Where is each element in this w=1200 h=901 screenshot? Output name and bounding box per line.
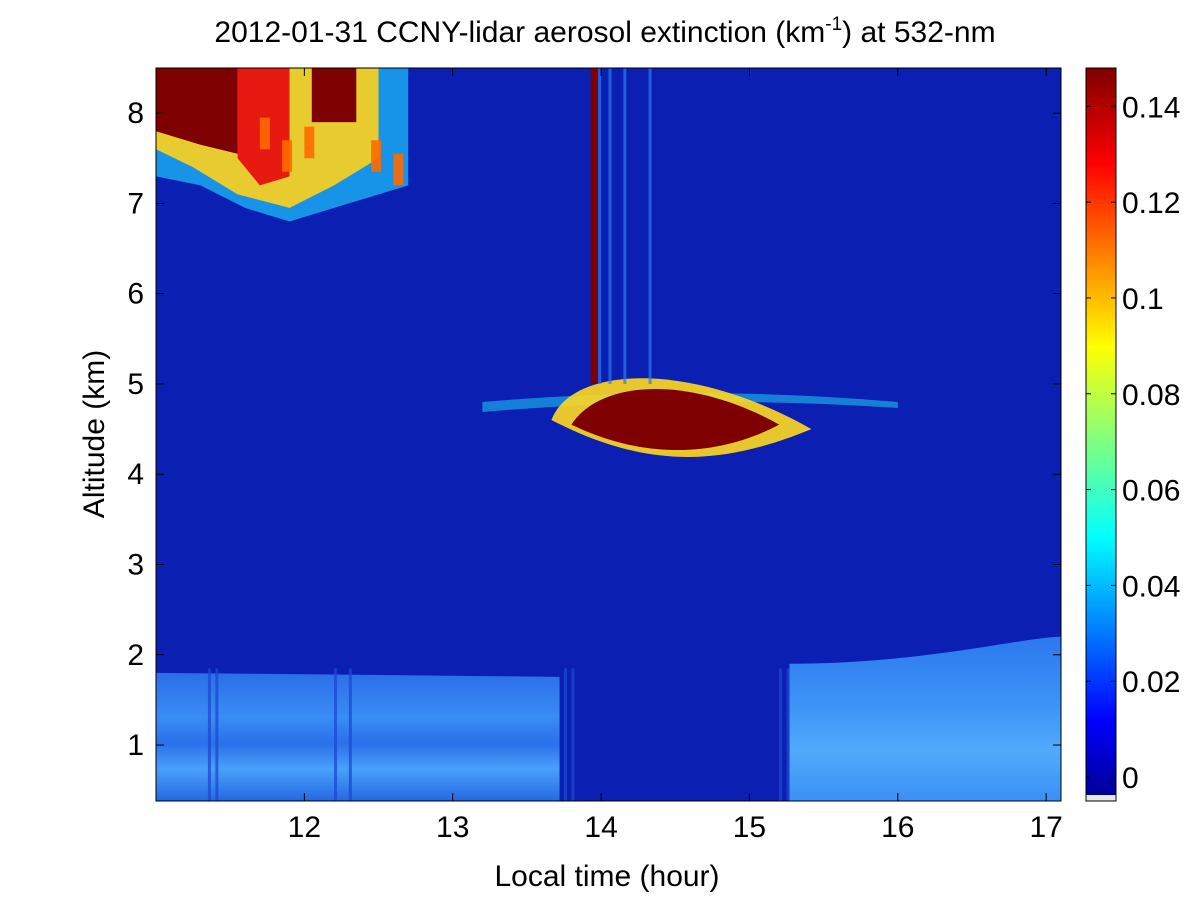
cirrus-fragment — [393, 153, 404, 186]
x-tick-label: 16 — [881, 811, 914, 844]
boundary-layer-streak — [786, 668, 790, 801]
colorbar-tick-label: 0.08 — [1122, 379, 1180, 412]
cirrus-fragment — [282, 140, 293, 172]
colorbar-ticks: 0 0.02 0.04 0.06 0.08 0.1 0.12 0.14 — [1086, 91, 1180, 795]
colorbar-tick-label: 0.04 — [1122, 570, 1180, 603]
cirrus-core — [311, 68, 357, 123]
colorbar-underflow — [1086, 795, 1116, 801]
y-tick-label: 2 — [127, 639, 144, 672]
y-tick-label: 5 — [127, 368, 144, 401]
y-axis-label: Altitude (km) — [78, 350, 111, 518]
vertical-streak-faint — [598, 68, 602, 384]
y-axis-ticks: 1 2 3 4 5 6 7 8 — [127, 97, 1061, 762]
heatmap-image — [156, 68, 1061, 801]
vertical-streak — [590, 68, 598, 384]
colorbar-tick-label: 0.12 — [1122, 187, 1180, 220]
colorbar-tick-label: 0.14 — [1122, 91, 1180, 124]
mid-cloud-core — [571, 389, 780, 450]
x-tick-label: 17 — [1029, 811, 1062, 844]
chart-title: 2012-01-31 CCNY-lidar aerosol extinction… — [214, 14, 995, 49]
vertical-streak-faint — [648, 68, 652, 384]
colorbar-bar — [1086, 68, 1116, 801]
y-tick-label: 8 — [127, 97, 144, 130]
boundary-layer-streak — [207, 668, 211, 801]
boundary-layer-region — [789, 636, 1061, 801]
vertical-streak-faint — [608, 68, 612, 384]
colorbar-tick-label: 0 — [1122, 762, 1139, 795]
boundary-layer-streak — [779, 668, 783, 801]
title-superscript: -1 — [825, 14, 842, 35]
x-axis-label: Local time (hour) — [494, 860, 719, 893]
boundary-layer-streak — [571, 668, 575, 801]
cirrus-fragment — [304, 126, 315, 159]
boundary-layer-region — [156, 672, 560, 801]
title-tail: ) at 532-nm — [842, 16, 995, 49]
x-tick-label: 14 — [584, 811, 617, 844]
boundary-layer-streak — [563, 668, 567, 801]
plot-frame — [155, 67, 1062, 802]
colorbar-tick-label: 0.06 — [1122, 475, 1180, 508]
colorbar-frame — [1085, 67, 1117, 802]
y-tick-label: 1 — [127, 729, 144, 762]
x-tick-label: 13 — [436, 811, 469, 844]
x-tick-label: 12 — [288, 811, 321, 844]
colorbar-tick-label: 0.1 — [1122, 283, 1164, 316]
cirrus-fragment — [259, 117, 270, 150]
y-tick-label: 6 — [127, 278, 144, 311]
y-tick-label: 7 — [127, 187, 144, 220]
vertical-streak-faint — [623, 68, 627, 384]
x-axis-ticks: 12 13 14 15 16 17 — [288, 68, 1063, 844]
x-tick-label: 15 — [733, 811, 766, 844]
title-main: 2012-01-31 CCNY-lidar aerosol extinction… — [214, 16, 825, 49]
cirrus-fragment — [371, 140, 382, 172]
heatmap-features — [156, 68, 1061, 801]
colorbar-tick-label: 0.02 — [1122, 666, 1180, 699]
y-tick-label: 3 — [127, 548, 144, 581]
cirrus-core — [156, 68, 238, 154]
boundary-layer-streak — [334, 668, 338, 801]
boundary-layer-streak — [215, 668, 219, 801]
boundary-layer-streak — [348, 668, 352, 801]
y-tick-label: 4 — [127, 458, 144, 491]
